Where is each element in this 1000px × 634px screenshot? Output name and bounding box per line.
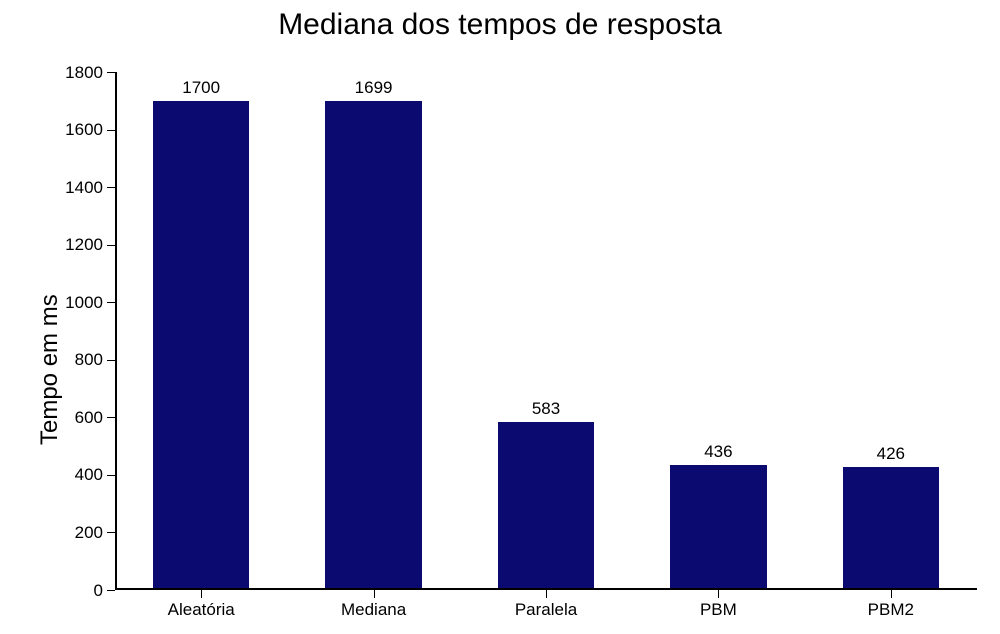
bar	[153, 101, 250, 588]
y-tick	[107, 417, 115, 418]
x-tick	[201, 590, 202, 598]
x-tick-label: PBM2	[811, 600, 971, 620]
y-tick-label: 800	[43, 350, 103, 370]
y-tick	[107, 360, 115, 361]
y-tick-label: 400	[43, 465, 103, 485]
y-tick-label: 1000	[43, 293, 103, 313]
plot-area: 0200400600800100012001400160018001700Ale…	[115, 72, 977, 590]
bar	[843, 467, 940, 588]
y-tick	[107, 532, 115, 533]
bar-value-label: 1699	[355, 78, 393, 98]
x-tick-label: Paralela	[466, 600, 626, 620]
y-tick-label: 1800	[43, 63, 103, 83]
x-tick-label: Aleatória	[121, 600, 281, 620]
y-tick-label: 1600	[43, 120, 103, 140]
chart-title: Mediana dos tempos de resposta	[0, 8, 1000, 42]
x-tick	[891, 590, 892, 598]
bar-value-label: 1700	[182, 78, 220, 98]
y-tick	[107, 475, 115, 476]
y-tick	[107, 72, 115, 73]
y-tick	[107, 590, 115, 591]
y-tick-label: 1200	[43, 235, 103, 255]
y-tick-label: 0	[43, 581, 103, 601]
bar	[498, 422, 595, 588]
bar	[670, 465, 767, 588]
y-tick-label: 1400	[43, 178, 103, 198]
chart-container: Mediana dos tempos de resposta Tempo em …	[0, 0, 1000, 634]
y-tick	[107, 245, 115, 246]
x-tick	[374, 590, 375, 598]
y-tick	[107, 130, 115, 131]
x-tick-label: PBM	[638, 600, 798, 620]
y-axis	[115, 72, 117, 590]
y-tick	[107, 302, 115, 303]
bar	[325, 101, 422, 588]
bar-value-label: 426	[877, 444, 905, 464]
bar-value-label: 583	[532, 399, 560, 419]
bar-value-label: 436	[704, 442, 732, 462]
x-tick	[718, 590, 719, 598]
y-tick-label: 600	[43, 408, 103, 428]
x-tick-label: Mediana	[294, 600, 454, 620]
y-tick-label: 200	[43, 523, 103, 543]
x-tick	[546, 590, 547, 598]
y-tick	[107, 187, 115, 188]
